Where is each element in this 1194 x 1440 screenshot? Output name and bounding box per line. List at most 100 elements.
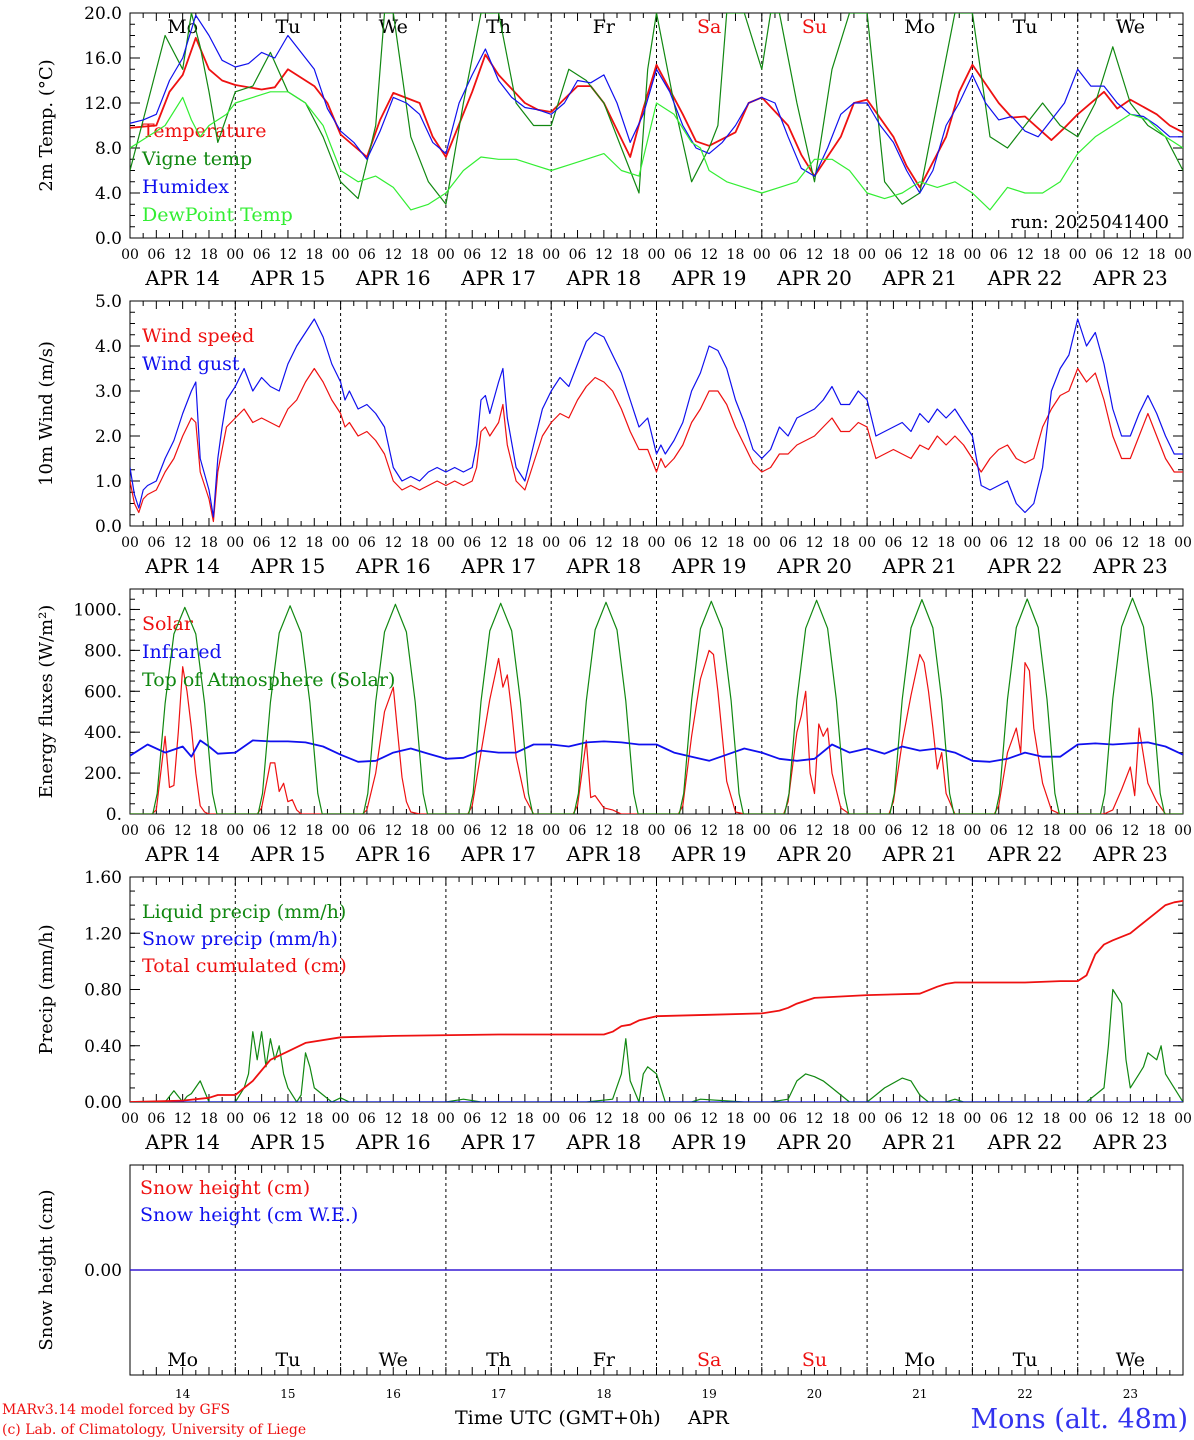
precip-hour-label: 00: [121, 1111, 139, 1127]
snow-legend-entry: Snow height (cm): [140, 1177, 310, 1199]
temp-hour-label-end: 00: [1174, 247, 1192, 263]
energy-hour-label: 12: [1121, 823, 1139, 839]
wind-y-tick-label: 4.0: [95, 337, 122, 357]
temp-hour-label: 06: [990, 247, 1008, 263]
precip-hour-label: 00: [753, 1111, 771, 1127]
wind-series-line: [130, 367, 1183, 523]
snow-legend-entry: Snow height (cm W.E.): [140, 1204, 358, 1226]
wind-hour-label: 06: [358, 535, 376, 551]
temp-y-tick-label: 4.0: [95, 184, 122, 204]
temp-legend-entry: Humidex: [142, 176, 229, 198]
energy-hour-label: 00: [963, 823, 981, 839]
temp-weekday-label: Th: [486, 16, 511, 38]
snow-weekday-label: Mo: [167, 1349, 198, 1371]
energy-y-tick-label: 400.: [84, 723, 122, 743]
model-credit-line2: (c) Lab. of Climatology, University of L…: [2, 1422, 306, 1438]
precip-date-label: APR 15: [250, 1130, 326, 1154]
energy-legend-entry: Solar: [142, 613, 194, 635]
precip-y-tick-label: 0.40: [84, 1037, 122, 1057]
energy-hour-label: 06: [253, 823, 271, 839]
wind-hour-label: 00: [437, 535, 455, 551]
energy-hour-label: 06: [674, 823, 692, 839]
precip-hour-label: 00: [437, 1111, 455, 1127]
snow-day-number: 18: [596, 1387, 611, 1401]
energy-date-label: APR 22: [987, 842, 1063, 866]
temp-panel: 0.0 4.0 8.0 12.0 16.0 20.0 2m Temp. (°C) 00 06 12…: [36, 4, 1192, 290]
precip-hour-label: 12: [911, 1111, 929, 1127]
precip-y-tick-label: 0.00: [84, 1093, 122, 1113]
temp-hour-label: 06: [779, 247, 797, 263]
energy-y-tick-label: 1000.: [73, 600, 122, 620]
wind-hour-label: 12: [911, 535, 929, 551]
energy-hour-label: 18: [411, 823, 429, 839]
temp-hour-label: 12: [911, 247, 929, 263]
wind-legend-entry: Wind speed: [142, 325, 254, 347]
temp-hour-label: 18: [411, 247, 429, 263]
temp-hour-label: 12: [384, 247, 402, 263]
wind-hour-label: 00: [963, 535, 981, 551]
precip-y-axis-label: Precip (mm/h): [36, 924, 57, 1054]
precip-hour-label: 18: [937, 1111, 955, 1127]
wind-hour-label: 06: [779, 535, 797, 551]
precip-date-label: APR 19: [671, 1130, 747, 1154]
snow-weekday-label: Sa: [697, 1349, 721, 1371]
energy-hour-label: 00: [437, 823, 455, 839]
wind-date-label: APR 23: [1092, 554, 1168, 578]
energy-hour-label: 06: [358, 823, 376, 839]
wind-hour-label: 12: [700, 535, 718, 551]
precip-legend-entry: Total cumulated (cm): [142, 955, 347, 977]
wind-y-tick-label: 2.0: [95, 427, 122, 447]
snow-day-number: 21: [912, 1387, 927, 1401]
temp-weekday-label: Su: [802, 16, 827, 38]
wind-y-tick-label: 5.0: [95, 292, 122, 312]
wind-hour-label: 18: [1042, 535, 1060, 551]
wind-hour-label: 06: [463, 535, 481, 551]
snow-weekday-label: Th: [486, 1349, 511, 1371]
precip-hour-label: 18: [1042, 1111, 1060, 1127]
wind-legend-entry: Wind gust: [142, 353, 240, 375]
wind-date-label: APR 14: [144, 554, 220, 578]
precip-y-tick-label: 1.60: [84, 868, 122, 888]
energy-hour-label: 00: [226, 823, 244, 839]
temp-hour-label: 06: [569, 247, 587, 263]
temp-hour-label: 12: [806, 247, 824, 263]
wind-date-label: APR 17: [460, 554, 536, 578]
wind-hour-label: 12: [595, 535, 613, 551]
precip-hour-label: 12: [384, 1111, 402, 1127]
energy-hour-label: 06: [463, 823, 481, 839]
precip-hour-label: 00: [332, 1111, 350, 1127]
snow-day-number: 20: [807, 1387, 822, 1401]
temp-date-label: APR 19: [671, 266, 747, 290]
snow-weekday-label: We: [1116, 1349, 1145, 1371]
energy-date-label: APR 15: [250, 842, 326, 866]
energy-hour-label: 18: [621, 823, 639, 839]
temp-date-label: APR 22: [987, 266, 1063, 290]
temp-hour-label: 12: [595, 247, 613, 263]
wind-hour-label: 00: [648, 535, 666, 551]
wind-hour-label: 00: [1069, 535, 1087, 551]
energy-hour-label: 12: [279, 823, 297, 839]
temp-y-tick-label: 0.0: [95, 229, 122, 249]
temp-hour-label: 00: [226, 247, 244, 263]
precip-hour-label: 18: [305, 1111, 323, 1127]
temp-date-label: APR 16: [355, 266, 431, 290]
precip-hour-label: 00: [1069, 1111, 1087, 1127]
energy-y-tick-label: 200.: [84, 764, 122, 784]
energy-hour-label: 06: [885, 823, 903, 839]
energy-hour-label: 18: [727, 823, 745, 839]
energy-date-label: APR 16: [355, 842, 431, 866]
wind-hour-label: 00: [332, 535, 350, 551]
precip-panel: 0.00 0.40 0.80 1.20 1.60 Precip (mm/h) 00 06 12 1…: [36, 868, 1192, 1154]
precip-date-label: APR 22: [987, 1130, 1063, 1154]
wind-hour-label: 18: [832, 535, 850, 551]
wind-hour-label: 18: [305, 535, 323, 551]
energy-series-line: [130, 597, 1183, 814]
precip-hour-label: 06: [990, 1111, 1008, 1127]
energy-hour-label: 06: [779, 823, 797, 839]
temp-hour-label: 18: [621, 247, 639, 263]
snow-day-number: 22: [1017, 1387, 1032, 1401]
temp-weekday-label: Mo: [904, 16, 935, 38]
precip-hour-label: 00: [963, 1111, 981, 1127]
wind-date-label: APR 21: [881, 554, 957, 578]
wind-y-tick-label: 3.0: [95, 382, 122, 402]
